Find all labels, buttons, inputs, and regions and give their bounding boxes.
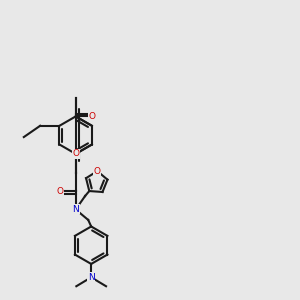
Text: O: O: [72, 149, 79, 158]
Text: O: O: [57, 187, 64, 196]
Text: O: O: [94, 167, 101, 176]
Text: N: N: [72, 205, 79, 214]
Text: O: O: [88, 112, 95, 121]
Text: N: N: [88, 273, 94, 282]
